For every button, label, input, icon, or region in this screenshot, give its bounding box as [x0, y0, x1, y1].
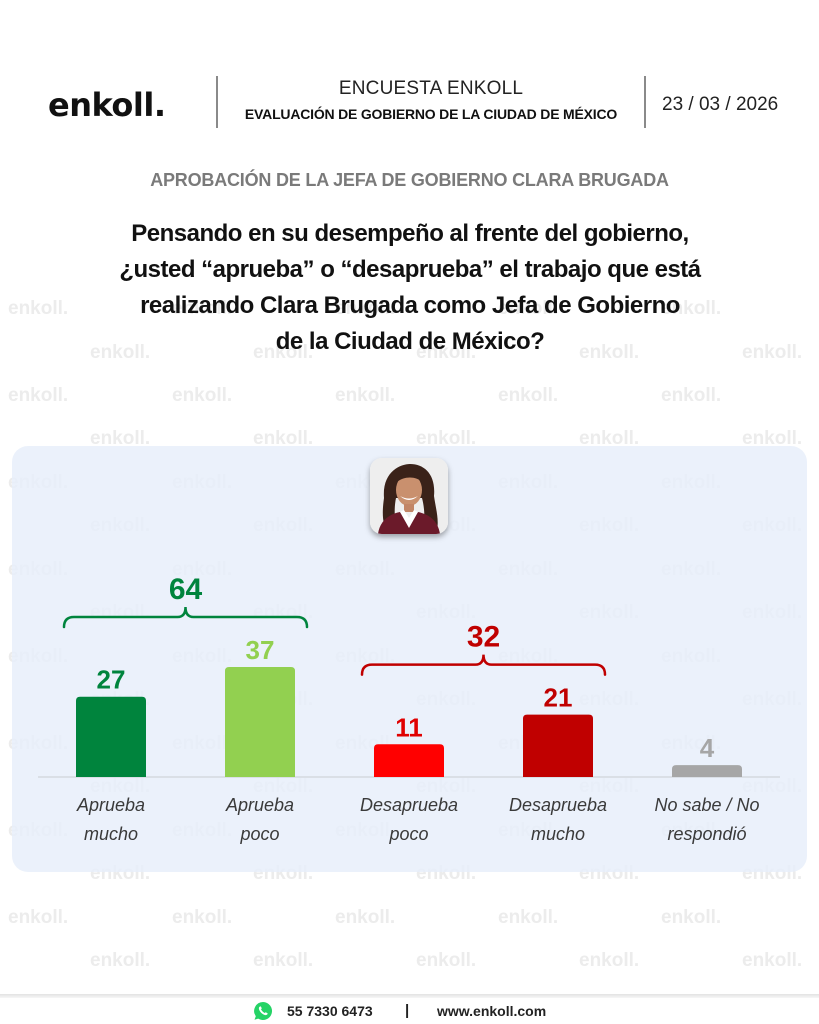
category-label: poco — [239, 824, 279, 844]
question-line: Pensando en su desempeño al frente del g… — [131, 220, 689, 247]
bar — [76, 696, 146, 777]
header-divider — [644, 76, 646, 128]
category-label: No sabe / No — [654, 795, 759, 815]
footer: 55 7330 6473 | www.enkoll.com — [0, 1001, 819, 1023]
person-portrait-icon — [370, 458, 448, 534]
survey-date: 23 / 03 / 2026 — [662, 94, 779, 115]
category-label: mucho — [84, 824, 138, 844]
bar-value-label: 21 — [544, 683, 573, 713]
group-brace — [62, 606, 309, 629]
bar — [225, 667, 295, 777]
bar — [523, 714, 593, 777]
website-link[interactable]: www.enkoll.com — [437, 1003, 547, 1019]
enkoll-logo: enkoll. — [48, 86, 166, 124]
category-label: Desaprueba — [509, 795, 607, 815]
category-label: Desaprueba — [360, 795, 458, 815]
header-divider — [216, 76, 218, 128]
header: enkoll. ENCUESTA ENKOLL EVALUACIÓN DE GO… — [0, 70, 819, 132]
chart-subtitle: APROBACIÓN DE LA JEFA DE GOBIERNO CLARA … — [150, 170, 669, 190]
phone-number[interactable]: 55 7330 6473 — [287, 1003, 373, 1019]
survey-title: ENCUESTA ENKOLL — [338, 78, 524, 99]
footer-divider — [0, 994, 819, 998]
bar — [672, 765, 742, 777]
whatsapp-icon[interactable] — [253, 1001, 273, 1021]
category-label: poco — [388, 824, 428, 844]
survey-subtitle: EVALUACIÓN DE GOBIERNO DE LA CIUDAD DE M… — [244, 106, 618, 122]
category-label: respondió — [667, 824, 746, 844]
group-total-label: 32 — [467, 621, 500, 654]
bar-value-label: 11 — [395, 712, 423, 742]
group-brace — [360, 654, 607, 676]
bar-value-label: 37 — [246, 635, 275, 665]
bar-value-label: 27 — [97, 665, 126, 695]
bar-value-label: 4 — [700, 733, 715, 763]
bar — [374, 744, 444, 777]
group-total-label: 64 — [169, 573, 203, 606]
survey-question: Pensando en su desempeño al frente del g… — [60, 216, 760, 360]
question-line: ¿usted “aprueba” o “desaprueba” el traba… — [119, 256, 701, 283]
footer-separator: | — [405, 1002, 410, 1019]
header-title-block: ENCUESTA ENKOLL EVALUACIÓN DE GOBIERNO D… — [220, 78, 642, 122]
category-label: Aprueba — [225, 795, 294, 815]
question-line: de la Ciudad de México? — [275, 328, 545, 355]
category-label: Aprueba — [76, 795, 145, 815]
category-label: mucho — [531, 824, 585, 844]
question-line: realizando Clara Brugada como Jefa de Go… — [140, 292, 680, 319]
